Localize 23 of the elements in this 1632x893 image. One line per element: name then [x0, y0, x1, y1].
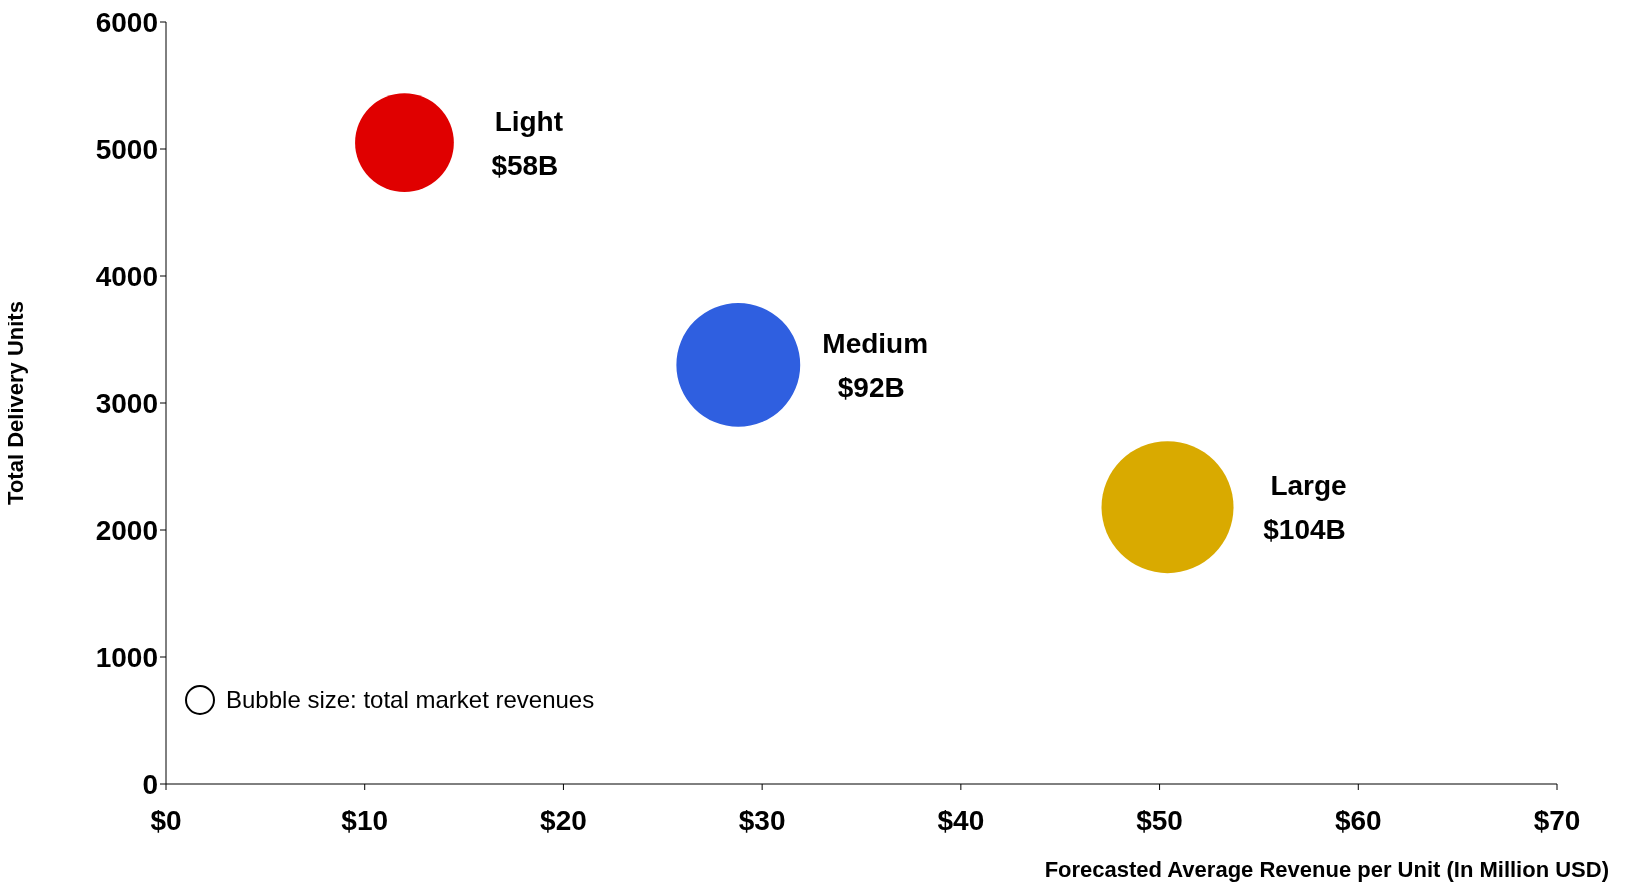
x-tick-label: $60 [1334, 804, 1382, 836]
x-tick-label: $0 [150, 804, 182, 836]
annotation: $58B [491, 149, 559, 181]
annotation: $92B [837, 371, 905, 403]
y-tick-label: 4000 [95, 261, 158, 292]
y-tick-label: 3000 [95, 388, 158, 419]
x-tick-label: $20 [540, 804, 587, 836]
y-tick-label: 1000 [95, 642, 158, 673]
series-label: Large [1270, 470, 1347, 502]
annotation: Bubble size: total market revenues [226, 686, 595, 714]
x-tick-label: $70 [1533, 804, 1581, 836]
series-label: Light [494, 105, 564, 137]
x-axis-title: Forecasted Average Revenue per Unit (In Million USD) [1044, 857, 1609, 882]
y-tick-label: 5000 [95, 134, 158, 165]
y-tick-label: 0 [142, 769, 158, 800]
x-tick-label: $10 [341, 804, 389, 836]
y-tick-label: 6000 [95, 7, 158, 38]
annotation: $104B [1263, 514, 1346, 546]
x-tick-label: $50 [1136, 804, 1183, 836]
x-tick-label: $40 [937, 804, 985, 836]
y-tick-label: 2000 [95, 515, 158, 546]
series-label: Medium [822, 327, 929, 359]
x-tick-label: $30 [738, 804, 786, 836]
